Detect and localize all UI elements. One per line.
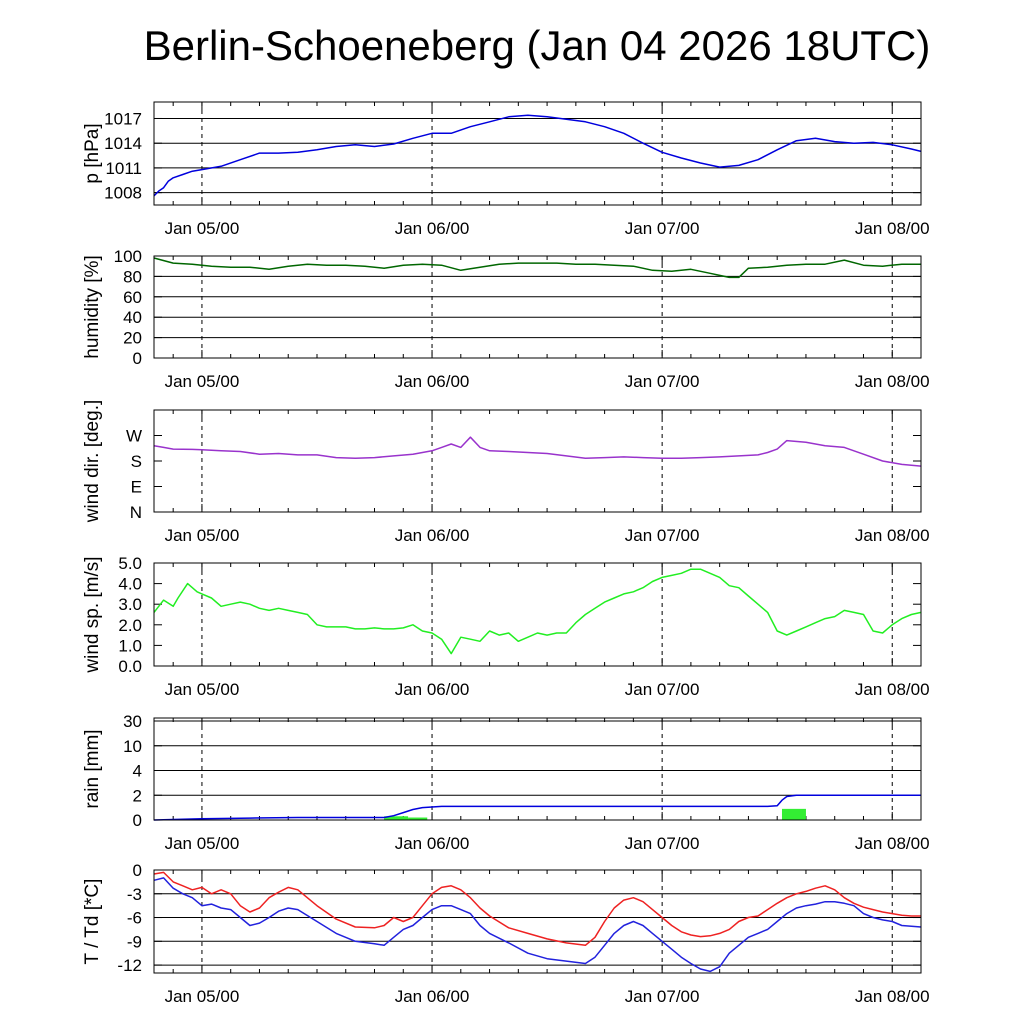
series-line-1 (153, 568, 922, 655)
y-tick-label: N (130, 503, 142, 522)
y-tick-label: 30 (123, 712, 142, 731)
x-tick-label: Jan 08/00 (855, 834, 930, 853)
x-tick-label: Jan 08/00 (855, 526, 930, 545)
y-axis-label: wind dir. [deg.] (82, 400, 103, 524)
y-tick-label: 1.0 (118, 636, 142, 655)
x-tick-label: Jan 08/00 (855, 372, 930, 391)
series-line-1 (153, 794, 921, 821)
plot-frame (153, 869, 922, 974)
y-tick-label: -9 (127, 932, 142, 951)
panel-1: 1008 1011 1014 1017 Jan 05/00 Jan 06/00 Jan 07… (82, 101, 930, 238)
panel-5: 0 2 4 10 30 Jan 05/00 Jan 06/00 Jan 07/00 Jan 08… (82, 712, 930, 853)
y-axis-label: p [hPa] (82, 123, 103, 183)
rain-bar (384, 816, 409, 820)
x-tick-label: Jan 07/00 (625, 219, 700, 238)
x-tick-label: Jan 05/00 (165, 372, 240, 391)
y-tick-label: 3.0 (118, 595, 142, 614)
x-tick-label: Jan 07/00 (625, 834, 700, 853)
series-line-1 (153, 257, 921, 279)
y-tick-label: 10 (123, 737, 142, 756)
x-tick-label: Jan 06/00 (395, 219, 470, 238)
x-tick-label: Jan 07/00 (625, 680, 700, 699)
y-tick-label: 4.0 (118, 575, 142, 594)
x-tick-label: Jan 07/00 (625, 372, 700, 391)
x-tick-label: Jan 07/00 (625, 526, 700, 545)
y-tick-label: S (131, 452, 142, 471)
y-tick-label: 0.0 (118, 657, 142, 676)
y-axis-label: humidity [%] (82, 255, 103, 358)
y-tick-label: 5.0 (118, 554, 142, 573)
y-tick-label: 0 (133, 861, 142, 880)
x-tick-label: Jan 08/00 (855, 680, 930, 699)
rain-bar (408, 817, 428, 820)
y-axis-label: T / Td [*C] (82, 879, 103, 965)
y-tick-label: 100 (114, 247, 142, 266)
panel-6: 0 -3 -6 -9 -12 Jan 05/00 Jan 06/00 Jan 07/00 Jan… (82, 861, 930, 1006)
x-tick-label: Jan 06/00 (395, 372, 470, 391)
x-tick-label: Jan 08/00 (855, 987, 930, 1006)
x-tick-label: Jan 05/00 (165, 987, 240, 1006)
x-tick-label: Jan 06/00 (395, 526, 470, 545)
y-tick-label: 60 (123, 288, 142, 307)
rain-bar (781, 808, 806, 820)
x-tick-label: Jan 06/00 (395, 834, 470, 853)
x-tick-label: Jan 06/00 (395, 680, 470, 699)
y-tick-label: 40 (123, 308, 142, 327)
series-line-1 (153, 871, 921, 947)
plot-frame (153, 255, 922, 359)
x-tick-label: Jan 07/00 (625, 987, 700, 1006)
x-tick-label: Jan 05/00 (165, 526, 240, 545)
y-tick-label: 0 (133, 349, 142, 368)
y-tick-label: 1017 (104, 109, 142, 128)
y-tick-label: W (126, 427, 142, 446)
y-tick-label: 1014 (104, 134, 142, 153)
x-tick-label: Jan 05/00 (165, 834, 240, 853)
panel-4: 0.0 1.02.0 3.04.0 5.0 Jan 05/00 Jan 06/00 Jan … (82, 554, 930, 699)
y-tick-label: 4 (133, 762, 142, 781)
y-tick-label: 2.0 (118, 616, 142, 635)
plot-frame (153, 101, 922, 206)
x-tick-label: Jan 06/00 (395, 987, 470, 1006)
y-tick-label: -12 (117, 956, 142, 975)
y-tick-label: 0 (133, 811, 142, 830)
series-line-1 (153, 114, 922, 197)
x-tick-label: Jan 05/00 (165, 680, 240, 699)
x-tick-label: Jan 05/00 (165, 219, 240, 238)
series-line-1 (153, 436, 922, 467)
y-tick-label: 20 (123, 329, 142, 348)
y-tick-label: E (131, 478, 142, 497)
y-tick-label: 80 (123, 267, 142, 286)
plot-frame (153, 409, 922, 513)
y-tick-label: 1008 (104, 184, 142, 203)
plot-frame (153, 562, 922, 667)
plot-frame (153, 717, 922, 821)
y-tick-label: 2 (133, 786, 142, 805)
x-tick-label: Jan 08/00 (855, 219, 930, 238)
y-tick-label: 1011 (105, 159, 142, 178)
y-axis-label: wind sp. [m/s] (82, 556, 103, 673)
chart-title: Berlin-Schoeneberg (Jan 04 2026 18UTC) (143, 22, 931, 69)
y-tick-label: -3 (127, 885, 142, 904)
y-axis-label: rain [mm] (82, 729, 103, 808)
y-tick-label: -6 (127, 909, 142, 928)
series-line-2 (153, 877, 922, 973)
